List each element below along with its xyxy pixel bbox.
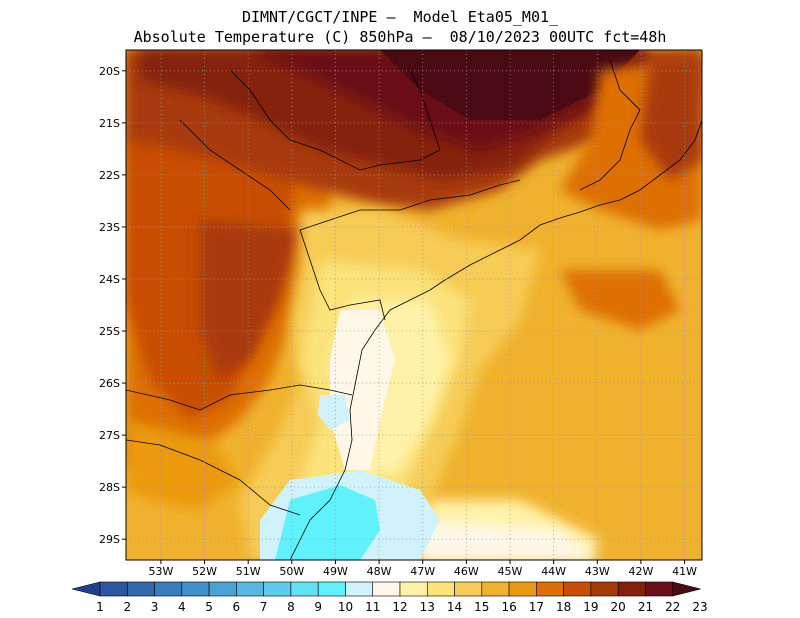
map-title-line-2: Absolute Temperature (C) 850hPa – 08/10/… xyxy=(133,28,667,46)
longitude-label: 44W xyxy=(541,565,566,578)
latitude-label: 26S xyxy=(99,377,120,390)
longitude-label: 47W xyxy=(410,565,435,578)
latitude-label: 22S xyxy=(99,169,120,182)
longitude-axis: 53W 52W 51W 50W 49W 48W 47W 46W 45W 44W 43W 42W 41W xyxy=(148,560,697,578)
colorbar xyxy=(71,581,701,597)
colorbar-segment xyxy=(372,581,401,597)
colorbar-label: 7 xyxy=(259,600,268,614)
latitude-label: 25S xyxy=(99,325,120,338)
colorbar-label: 21 xyxy=(637,600,654,614)
colorbar-segment xyxy=(181,581,210,597)
colorbar-label: 18 xyxy=(555,600,572,614)
latitude-label: 24S xyxy=(99,273,120,286)
colorbar-label: 8 xyxy=(287,600,295,614)
colorbar-label: 4 xyxy=(177,600,186,614)
longitude-label: 45W xyxy=(498,565,523,578)
colorbar-segment xyxy=(536,581,564,597)
colorbar-segment xyxy=(645,581,674,597)
temperature-field xyxy=(126,50,702,560)
longitude-label: 41W xyxy=(672,565,697,578)
latitude-axis: 20S 21S 22S 23S 24S 25S 26S 27S 28S 29S xyxy=(99,65,126,546)
colorbar-label: 3 xyxy=(150,600,159,614)
colorbar-label: 9 xyxy=(314,600,322,614)
colorbar-segment xyxy=(426,581,455,597)
latitude-label: 29S xyxy=(99,533,120,546)
colorbar-label: 12 xyxy=(392,600,408,614)
colorbar-label: 10 xyxy=(337,600,354,614)
colorbar-label: 6 xyxy=(232,600,241,614)
colorbar-segment xyxy=(508,581,537,597)
map-gridlines xyxy=(126,50,702,560)
longitude-label: 43W xyxy=(585,565,610,578)
colorbar-segment xyxy=(345,581,374,597)
longitude-label: 46W xyxy=(454,565,479,578)
longitude-label: 51W xyxy=(236,565,261,578)
map-title-line-1: DIMNT/CGCT/INPE – Model Eta05_M01_ xyxy=(241,8,559,26)
colorbar-label: 15 xyxy=(474,600,490,614)
longitude-label: 49W xyxy=(323,565,348,578)
colorbar-label: 17 xyxy=(528,600,544,614)
colorbar-label: 14 xyxy=(446,600,463,614)
colorbar-segment xyxy=(481,581,510,597)
colorbar-label: 2 xyxy=(123,600,132,614)
colorbar-label: 23 xyxy=(692,600,708,614)
colorbar-label: 16 xyxy=(501,600,517,614)
latitude-label: 27S xyxy=(99,429,120,442)
colorbar-segment xyxy=(154,581,183,597)
longitude-label: 48W xyxy=(367,565,392,578)
colorbar-segment xyxy=(454,581,483,597)
colorbar-label: 11 xyxy=(365,600,381,614)
colorbar-right-arrow xyxy=(672,581,701,597)
colorbar-segment xyxy=(617,581,646,597)
latitude-label: 20S xyxy=(99,65,120,78)
longitude-label: 50W xyxy=(279,565,304,578)
colorbar-segment xyxy=(208,581,237,597)
longitude-label: 42W xyxy=(628,565,653,578)
colorbar-segment xyxy=(590,581,619,597)
latitude-label: 21S xyxy=(99,117,120,130)
colorbar-segment xyxy=(263,581,292,597)
colorbar-label: 22 xyxy=(665,600,681,614)
colorbar-segment xyxy=(317,581,346,597)
map-frame xyxy=(125,49,703,561)
colorbar-segment xyxy=(99,581,128,597)
colorbar-segment xyxy=(290,581,319,597)
colorbar-segment xyxy=(563,581,592,597)
latitude-label: 23S xyxy=(99,221,120,234)
colorbar-label: 13 xyxy=(419,600,435,614)
colorbar-label: 20 xyxy=(610,600,626,614)
latitude-label: 28S xyxy=(99,481,120,494)
colorbar-segment xyxy=(126,581,155,597)
colorbar-label: 1 xyxy=(96,600,104,614)
longitude-label: 52W xyxy=(192,565,217,578)
colorbar-label: 19 xyxy=(583,600,599,614)
colorbar-segment xyxy=(236,581,264,597)
longitude-label: 53W xyxy=(148,565,173,578)
colorbar-left-arrow xyxy=(71,581,101,597)
colorbar-segment xyxy=(399,581,428,597)
colorbar-label: 5 xyxy=(205,600,213,614)
